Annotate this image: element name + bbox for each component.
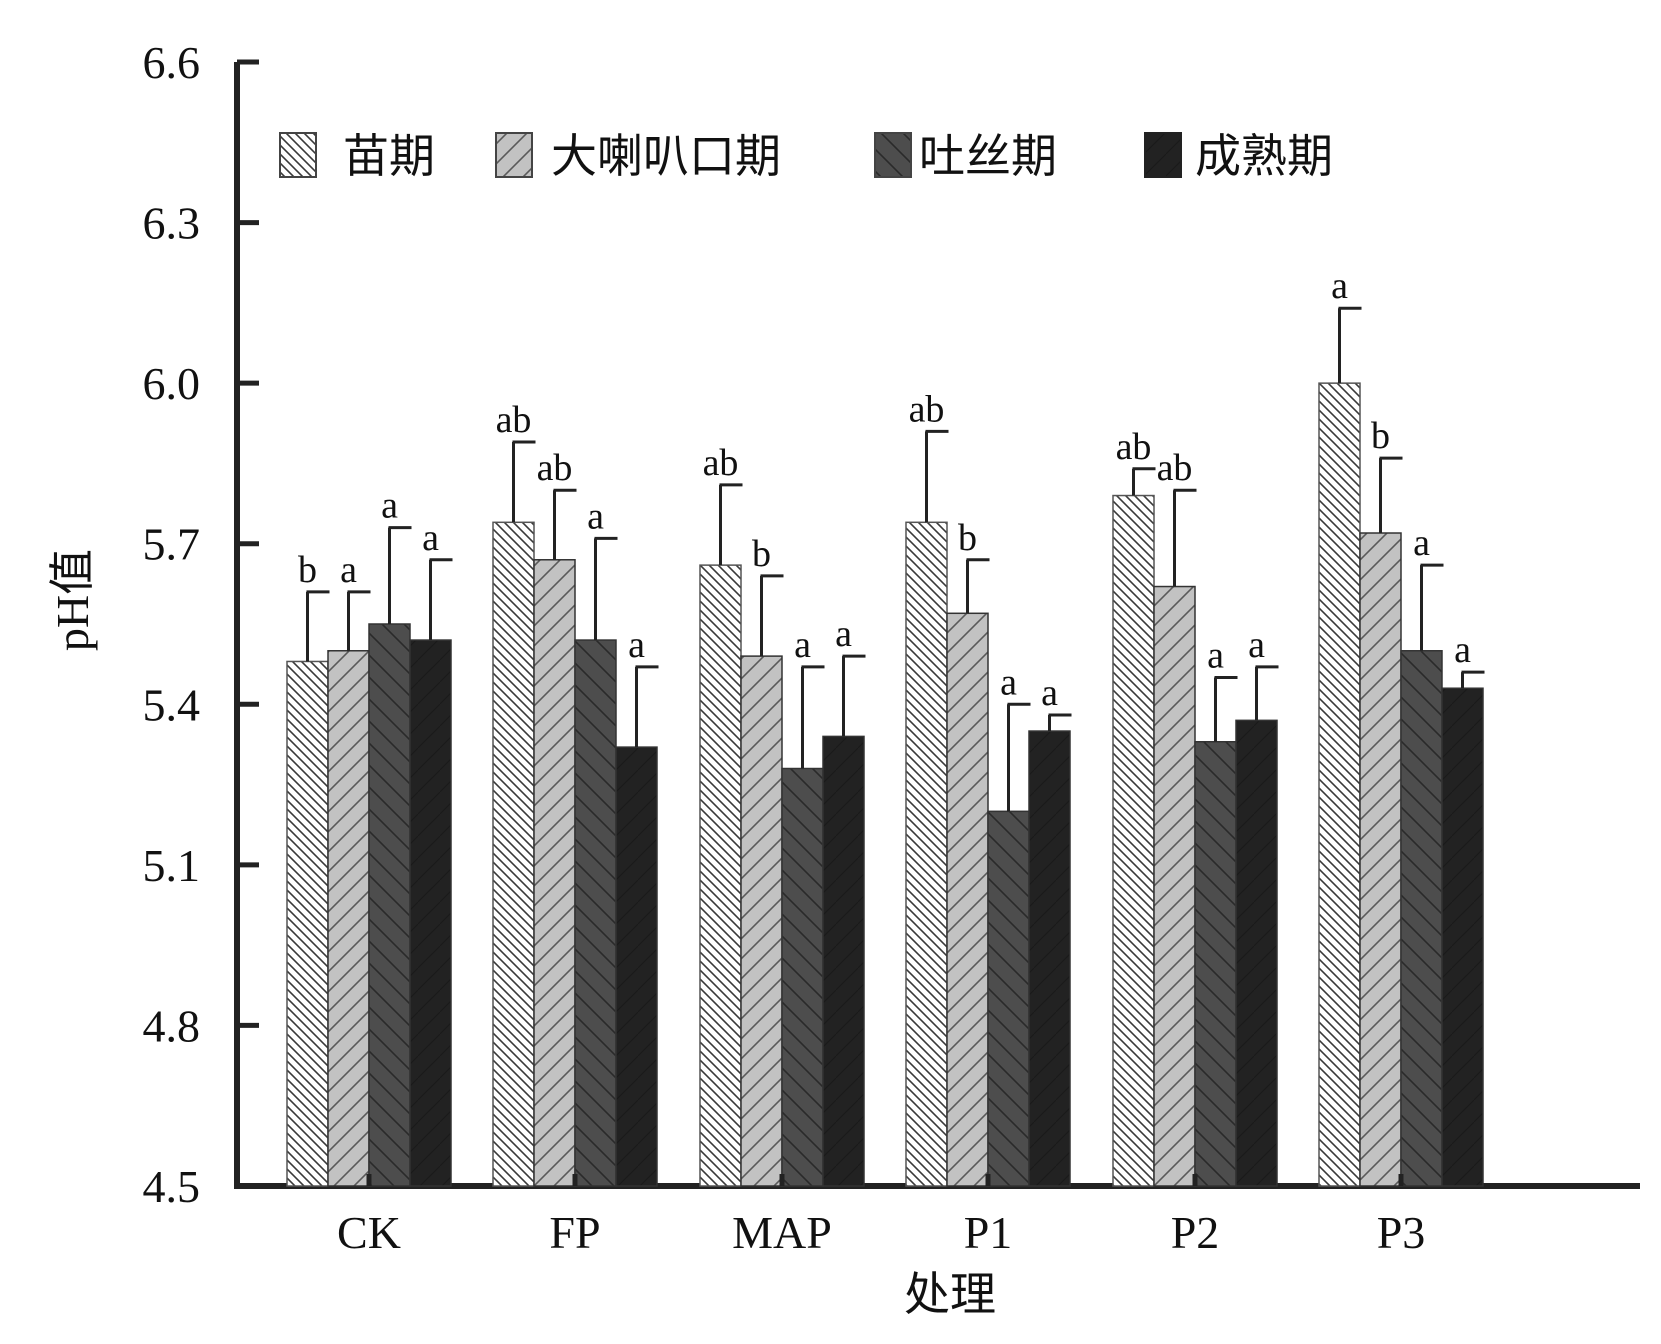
legend-swatch-0 [279, 132, 317, 178]
error-bars [306, 306, 1485, 812]
y-tick-label-6: 6.3 [143, 198, 201, 249]
sig-label-CK-s2: a [381, 485, 398, 527]
sig-label-MAP-s0: ab [703, 442, 739, 484]
legend-label-2: 吐丝期 [919, 131, 1057, 182]
y-tick-label-5: 6.0 [143, 358, 201, 409]
bar-P3-s2 [1400, 650, 1443, 1187]
x-axis-title: 处理 [904, 1269, 996, 1320]
y-axis-title: pH值 [47, 549, 98, 651]
sig-label-P2-s0: ab [1116, 426, 1152, 468]
sig-label-FP-s3: a [628, 624, 645, 666]
sig-label-P1-s1: b [958, 517, 977, 559]
bar-CK-s2 [368, 623, 411, 1187]
bar-P2-s2 [1194, 741, 1237, 1187]
bar-P2-s3 [1235, 719, 1278, 1187]
legend-label-0: 苗期 [343, 131, 435, 182]
bar-MAP-s0 [699, 564, 742, 1187]
bar-FP-s0 [492, 521, 535, 1187]
y-tick-label-7: 6.6 [143, 37, 201, 88]
x-tick-label-CK: CK [337, 1207, 401, 1258]
bar-FP-s1 [533, 559, 576, 1187]
bar-P1-s0 [905, 521, 948, 1187]
legend-swatch-1 [495, 132, 533, 178]
sig-label-FP-s1: ab [537, 447, 573, 489]
bar-P3-s3 [1441, 687, 1484, 1187]
sig-label-FP-s2: a [587, 495, 604, 537]
sig-label-P1-s0: ab [909, 388, 945, 430]
bar-P1-s3 [1028, 730, 1071, 1187]
sig-label-P2-s3: a [1248, 624, 1265, 666]
sig-label-P3-s3: a [1454, 629, 1471, 671]
bar-MAP-s1 [740, 655, 783, 1187]
sig-label-CK-s1: a [340, 549, 357, 591]
bar-P2-s1 [1153, 585, 1196, 1187]
x-tick-label-P2: P2 [1171, 1207, 1220, 1258]
sig-label-MAP-s1: b [752, 533, 771, 575]
bar-P1-s2 [987, 810, 1030, 1187]
bar-FP-s3 [615, 746, 658, 1187]
sig-label-P2-s1: ab [1157, 447, 1193, 489]
legend-swatch-2 [874, 132, 912, 178]
bar-FP-s2 [574, 639, 617, 1187]
sig-label-FP-s0: ab [496, 399, 532, 441]
bar-CK-s0 [286, 660, 329, 1187]
bar-P3-s1 [1359, 532, 1402, 1187]
x-tick-label-MAP: MAP [732, 1207, 832, 1258]
legend-label-1: 大喇叭口期 [551, 131, 781, 182]
bar-CK-s3 [409, 639, 452, 1187]
y-tick-label-2: 5.1 [143, 840, 201, 891]
sig-label-CK-s3: a [422, 517, 439, 559]
bar-CK-s1 [327, 650, 370, 1187]
legend-swatch-3 [1144, 132, 1182, 178]
sig-label-MAP-s2: a [794, 624, 811, 666]
x-tick-label-P1: P1 [964, 1207, 1013, 1258]
bar-MAP-s3 [822, 735, 865, 1187]
legend: 苗期 大喇叭口期 吐丝期 成熟期 [279, 131, 1333, 182]
sig-label-P3-s1: b [1371, 415, 1390, 457]
sig-label-P1-s3: a [1041, 672, 1058, 714]
bar-P2-s0 [1112, 494, 1155, 1187]
y-tick-label-4: 5.7 [143, 519, 201, 570]
bar-series [286, 382, 1484, 1187]
sig-label-P3-s0: a [1331, 265, 1348, 307]
sig-label-P2-s2: a [1207, 635, 1224, 677]
bar-P1-s1 [946, 612, 989, 1187]
bar-P3-s0 [1318, 382, 1361, 1187]
sig-label-P1-s2: a [1000, 661, 1017, 703]
x-tick-label-P3: P3 [1377, 1207, 1426, 1258]
legend-label-3: 成熟期 [1195, 131, 1333, 182]
y-tick-label-0: 4.5 [143, 1161, 201, 1212]
sig-label-MAP-s3: a [835, 613, 852, 655]
y-tick-label-1: 4.8 [143, 1000, 201, 1051]
sig-label-CK-s0: b [298, 549, 317, 591]
x-tick-label-FP: FP [549, 1207, 600, 1258]
x-axis-category-labels: CK FP MAP P1 P2 P3 [337, 1174, 1425, 1258]
y-axis-ticks: 4.5 4.8 5.1 5.4 5.7 6.0 6.3 6.6 [143, 37, 259, 1212]
sig-label-P3-s2: a [1413, 522, 1430, 564]
bar-MAP-s2 [781, 767, 824, 1187]
y-tick-label-3: 5.4 [143, 679, 201, 730]
